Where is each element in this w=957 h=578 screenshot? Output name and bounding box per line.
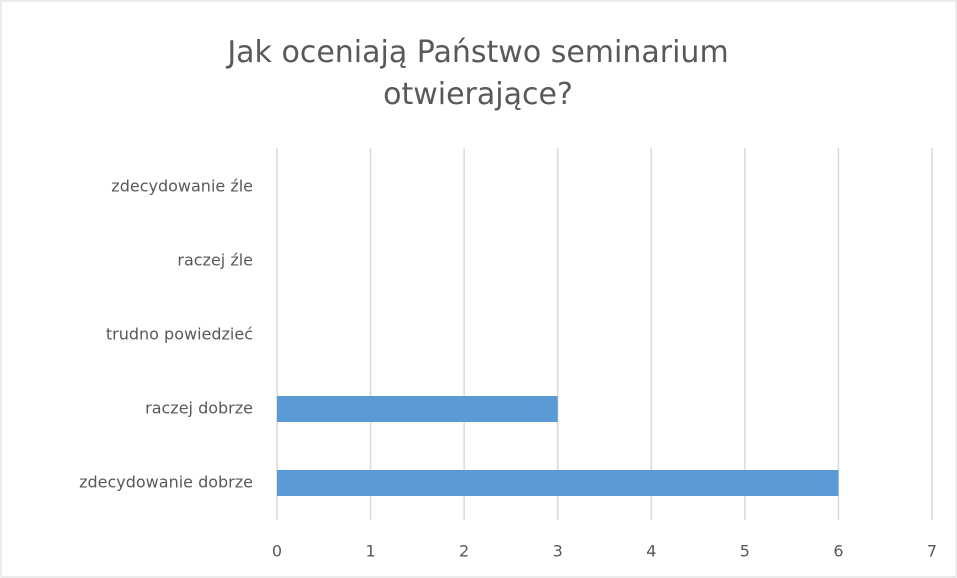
x-tick-label: 6 [833, 542, 843, 561]
bar [277, 470, 839, 496]
chart-title: Jak oceniają Państwo seminarium otwieraj… [227, 35, 729, 112]
y-tick-label: zdecydowanie źle [111, 177, 253, 196]
y-tick-label: raczej dobrze [145, 399, 253, 418]
x-tick-label: 4 [646, 542, 656, 561]
x-tick-label: 2 [459, 542, 469, 561]
bar [277, 396, 558, 422]
x-tick-label: 5 [740, 542, 750, 561]
y-tick-label: trudno powiedzieć [106, 325, 253, 344]
x-tick-label: 1 [365, 542, 375, 561]
x-tick-label: 7 [927, 542, 937, 561]
x-tick-label: 0 [272, 542, 282, 561]
y-tick-label: zdecydowanie dobrze [79, 473, 253, 492]
y-tick-label: raczej źle [177, 251, 253, 270]
x-tick-label: 3 [553, 542, 563, 561]
